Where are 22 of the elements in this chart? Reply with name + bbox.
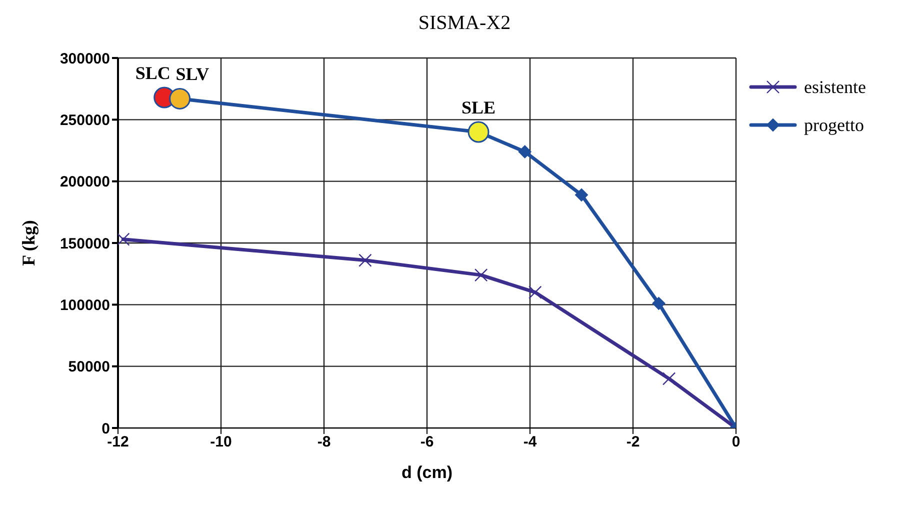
- y-tick-label: 250000: [60, 112, 110, 129]
- y-tick-label: 300000: [60, 50, 110, 68]
- y-tick-label: 50000: [68, 358, 110, 376]
- series-label: SLV: [176, 64, 210, 84]
- y-tick-label: 0: [102, 420, 110, 438]
- y-axis-title: F (kg): [18, 220, 38, 266]
- chart-title: SISMA-X2: [417, 11, 512, 36]
- x-axis-title: d (cm): [402, 463, 452, 482]
- x-tick-label: -4: [523, 434, 538, 451]
- legend-label: esistente: [804, 76, 866, 98]
- x-tick-label: -10: [210, 434, 232, 451]
- series-label: SLE: [461, 97, 496, 118]
- x-tick-label: 0: [732, 434, 740, 451]
- x-tick-label: -12: [107, 434, 129, 451]
- x-tick-label: -8: [317, 434, 331, 451]
- y-tick-label: 100000: [60, 296, 110, 314]
- y-tick-label: 150000: [60, 235, 110, 252]
- y-tick-label: 200000: [60, 174, 110, 191]
- x-tick-label: -2: [626, 434, 640, 451]
- x-tick-label: -6: [420, 434, 434, 451]
- series-label: SLC: [135, 62, 170, 83]
- legend-label: progetto: [804, 114, 864, 136]
